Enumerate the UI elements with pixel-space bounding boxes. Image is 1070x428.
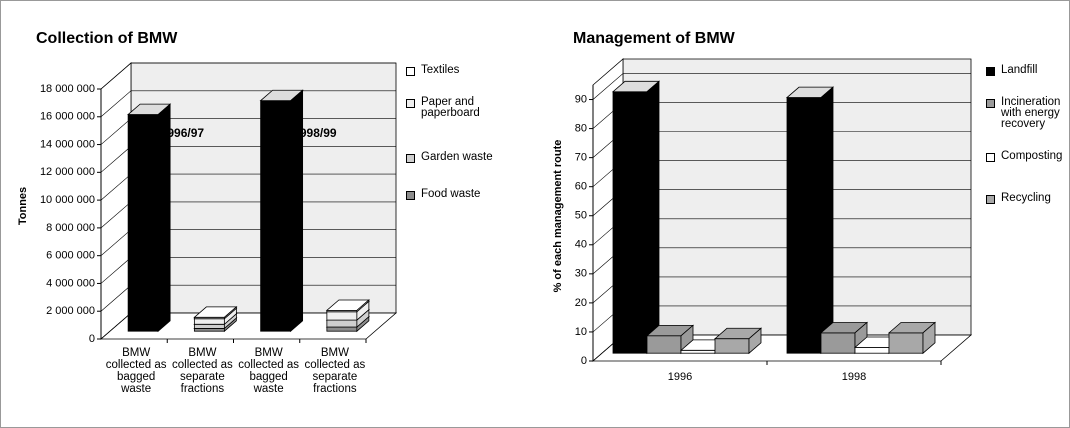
bar-side: [223, 306, 237, 320]
y-axis-title: Tonnes: [17, 187, 29, 225]
legend-entry: Landfill: [986, 64, 1068, 76]
y-tick-label: 50: [575, 210, 587, 222]
bar-front: [612, 91, 648, 354]
legend-swatch: [406, 99, 415, 108]
legend-entry: Incineration with energy recovery: [986, 96, 1068, 130]
bar-front: [326, 326, 358, 332]
bar: [785, 86, 835, 355]
legend-label: Garden waste: [421, 151, 493, 163]
x-tick-label: BMW collected as bagged waste: [105, 347, 167, 395]
y-tick-label: 40: [575, 239, 587, 251]
grid-line: [592, 73, 971, 100]
bar-side: [356, 299, 370, 313]
x-tick-label: 1996: [668, 371, 692, 383]
legend-label: Recycling: [1001, 192, 1051, 204]
bar-front: [127, 114, 159, 332]
legend-label: Textiles: [421, 64, 460, 76]
legend-swatch: [986, 195, 995, 204]
annotation: 1998/99: [293, 126, 337, 140]
bar: [127, 103, 172, 333]
y-tick-label: 12 000 000: [40, 166, 95, 178]
legend-swatch: [406, 191, 415, 200]
bar: [259, 89, 304, 333]
legend-label: Food waste: [421, 188, 481, 200]
bar-front: [260, 100, 292, 332]
legend-swatch: [406, 67, 415, 76]
legend-entry: Textiles: [406, 64, 516, 76]
bar-front: [193, 318, 225, 325]
legend-swatch: [406, 154, 415, 163]
x-tick-label: 1998: [842, 371, 866, 383]
bar-front: [193, 328, 225, 332]
x-tick-label: BMW collected as separate fractions: [304, 347, 366, 395]
legend-label: Composting: [1001, 150, 1063, 162]
y-tick-label: 18 000 000: [40, 83, 95, 95]
legend-swatch: [986, 153, 995, 162]
chart-title: Management of BMW: [573, 30, 736, 47]
bar-front: [326, 319, 358, 328]
bar-side: [646, 80, 660, 355]
y-tick-label: 90: [575, 93, 587, 105]
legend-entry: Food waste: [406, 188, 516, 200]
y-tick-label: 16 000 000: [40, 111, 95, 123]
legend-label: Landfill: [1001, 64, 1038, 76]
legend-label: Paper and paperboard: [421, 96, 480, 119]
bar: [819, 321, 869, 355]
annotation: 1996/97: [161, 126, 205, 140]
legend-label: Incineration with energy recovery: [1001, 96, 1061, 130]
legend-swatch: [986, 67, 995, 76]
bar-front: [888, 332, 924, 354]
y-tick-label: 10: [575, 326, 587, 338]
y-tick-label: 6 000 000: [46, 250, 95, 262]
chart-title: Collection of BMW: [36, 30, 178, 47]
bar: [611, 80, 661, 355]
bar: [325, 299, 370, 313]
y-tick-label: 0: [89, 333, 95, 345]
bar-front: [646, 335, 682, 354]
legend-swatch: [986, 99, 995, 108]
bar-side: [748, 327, 762, 355]
y-tick-label: 70: [575, 152, 587, 164]
bar-side: [922, 321, 936, 355]
grid-line: [100, 62, 396, 90]
side-wall: [100, 62, 132, 340]
y-tick-label: 60: [575, 181, 587, 193]
bar: [713, 327, 763, 355]
y-axis-title: % of each management route: [552, 140, 564, 293]
y-tick-label: 4 000 000: [46, 277, 95, 289]
legend-entry: Composting: [986, 150, 1068, 162]
y-tick-label: 10 000 000: [40, 194, 95, 206]
bar-front: [714, 338, 750, 354]
bar-front: [820, 332, 856, 354]
y-tick-label: 20: [575, 297, 587, 309]
y-tick-label: 14 000 000: [40, 138, 95, 150]
bar-front: [326, 311, 358, 321]
y-tick-label: 2 000 000: [46, 305, 95, 317]
bar-side: [820, 86, 834, 355]
y-tick-label: 80: [575, 122, 587, 134]
bar-front: [680, 349, 716, 354]
y-tick-label: 8 000 000: [46, 222, 95, 234]
y-tick-label: 30: [575, 268, 587, 280]
x-tick-label: BMW collected as bagged waste: [238, 347, 299, 395]
legend-entry: Garden waste: [406, 151, 516, 163]
legend-entry: Recycling: [986, 192, 1068, 204]
bar-front: [193, 323, 225, 329]
legend-entry: Paper and paperboard: [406, 96, 516, 119]
bar-front: [854, 346, 890, 354]
grid-line: [100, 90, 396, 118]
x-tick-label: BMW collected as separate fractions: [172, 347, 233, 395]
bar: [645, 324, 695, 355]
bar-front: [786, 97, 822, 354]
bar: [193, 306, 238, 320]
y-tick-label: 0: [581, 355, 587, 367]
bar: [887, 321, 937, 355]
bar-side: [290, 89, 304, 333]
bar-side: [157, 103, 171, 333]
